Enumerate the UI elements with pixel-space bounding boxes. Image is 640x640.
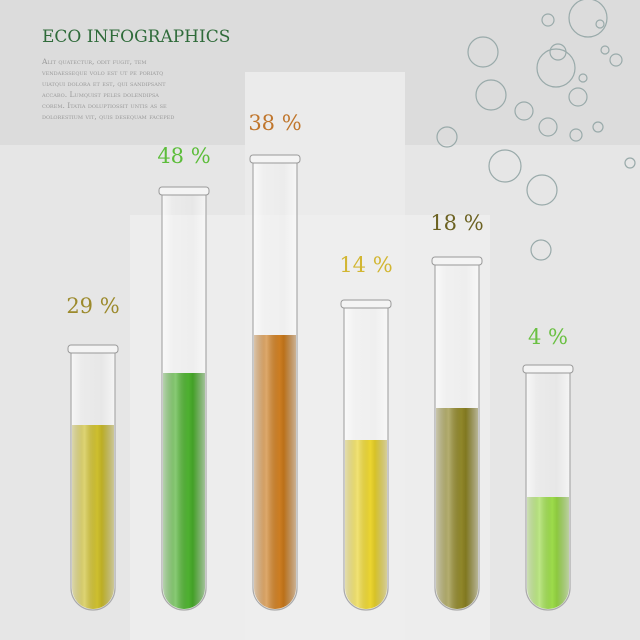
bubble [568,87,588,107]
body-line: accabo. Lumquist peles dolendipsa [41,90,159,99]
bubble [609,53,623,67]
tube-label: 29 % [66,294,119,318]
title: ECO INFOGRAPHICS [42,27,230,47]
tube-label: 18 % [430,211,483,235]
bubble [569,128,583,142]
tube-glass [161,192,207,611]
bubble [578,73,588,83]
tube-glass [525,370,571,611]
body-line: corem. Itatia doluptiossit untis as se [42,101,167,110]
tube-label: 38 % [248,111,301,135]
tube-rim [249,154,301,164]
tube-glass [434,262,480,611]
tube-rim [158,186,210,196]
body-line: dolorestium vit, quis desequam faceped [42,112,174,121]
tubes: 29 % 48 % 38 % 14 % 18 % 4 % [66,111,574,611]
bubble [538,117,558,137]
bubble [436,126,458,148]
bubble [475,79,507,111]
bubble [514,101,534,121]
bubble [541,13,555,27]
tube-rim [340,299,392,309]
bubble [488,149,522,183]
bubble [568,0,608,38]
bubble [595,19,605,29]
bubble [526,174,558,206]
tube-rim [431,256,483,266]
tube-glass [70,350,116,611]
tube-rim [522,364,574,374]
body-line: Alit quatectur, odit fugit, tem [41,57,146,66]
bubbles [436,0,636,261]
body-line: vendaesseque volo est ut pe poriatq [41,68,163,77]
bubble [536,48,576,88]
bubble [549,43,567,61]
bubble [530,239,552,261]
bubble [467,36,499,68]
body-text: Alit quatectur, odit fugit, tem vendaesse… [41,57,174,121]
tube-label: 4 % [528,325,568,349]
tube-label: 48 % [157,144,210,168]
tube-glass [252,160,298,611]
tube-rim [67,344,119,354]
bubble [592,121,604,133]
bubble [624,157,636,169]
tube-glass [343,305,389,611]
bubble [600,45,610,55]
tube-label: 14 % [339,253,392,277]
body-line: uiatqui dolora et est, qui sandipsant [42,79,166,88]
